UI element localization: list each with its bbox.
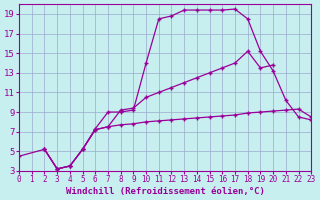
X-axis label: Windchill (Refroidissement éolien,°C): Windchill (Refroidissement éolien,°C): [66, 187, 265, 196]
